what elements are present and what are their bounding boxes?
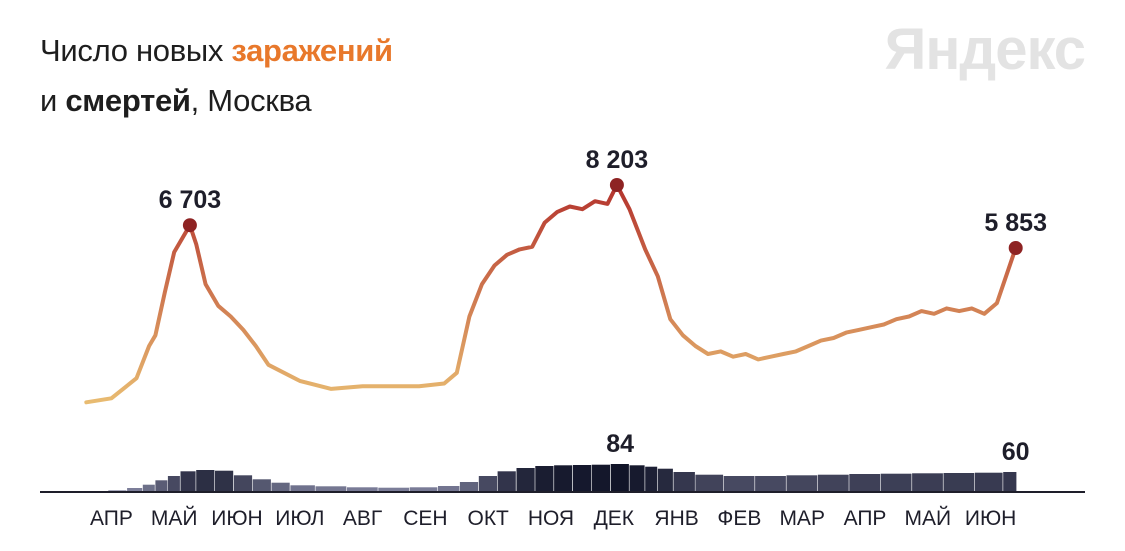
death-bar: [591, 464, 610, 492]
death-bar: [554, 465, 573, 492]
peak-label: 6 703: [159, 186, 222, 214]
peak-label: 5 853: [984, 209, 1047, 237]
death-bar: [786, 475, 818, 492]
death-bar: [645, 466, 658, 492]
peak-marker: [182, 218, 197, 233]
month-label: ИЮН: [965, 507, 1016, 530]
deaths-label: 84: [606, 430, 634, 458]
death-bar: [167, 476, 180, 492]
death-bar: [880, 473, 912, 492]
death-bar: [912, 473, 943, 492]
peak-marker: [1008, 241, 1023, 255]
month-label: АПР: [90, 507, 133, 530]
title-infections-word: заражений: [231, 33, 393, 68]
death-bar: [215, 470, 234, 492]
death-bar: [378, 487, 410, 492]
death-bar: [695, 474, 724, 492]
title-line2-suffix: , Москва: [190, 83, 312, 118]
death-bar: [142, 484, 155, 492]
death-bar: [346, 487, 378, 492]
infections-series: [84, 183, 1018, 405]
title-line-2: и смертей, Москва: [40, 76, 393, 126]
month-label: ИЮЛ: [275, 507, 324, 530]
death-bar: [127, 488, 143, 492]
death-bar: [610, 464, 629, 492]
x-axis-labels: АПР МАЙ ИЮН ИЮЛ АВГ СЕН ОКТ НОЯ ДЕК ЯНВ ФЕВ МАР АПР М…: [90, 506, 1016, 530]
death-bar: [252, 479, 271, 492]
death-bar: [974, 472, 1003, 492]
death-bar: [755, 476, 786, 492]
death-bar: [233, 475, 253, 492]
annotations: 6 703 8 203 5 853 84 60: [159, 146, 1047, 466]
death-bar: [516, 468, 535, 492]
death-bar: [459, 482, 479, 492]
death-bar: [817, 474, 849, 492]
infections-line: [84, 183, 1018, 405]
death-bar: [271, 482, 290, 492]
death-bar: [535, 466, 554, 492]
chart-title: Число новых заражений и смертей, Москва: [40, 26, 393, 126]
death-bar: [673, 472, 695, 492]
death-bar: [657, 468, 673, 492]
month-label: ОКТ: [467, 507, 509, 530]
death-bar: [1003, 472, 1017, 492]
death-bar: [629, 465, 645, 492]
death-bar: [196, 470, 215, 492]
deaths-label: 60: [1002, 438, 1030, 466]
month-label: ФЕВ: [717, 507, 761, 530]
yandex-logo: Яндекс: [884, 17, 1086, 82]
month-label: ДЕК: [594, 507, 635, 530]
peak-marker: [609, 178, 624, 192]
month-label: ЯНВ: [654, 507, 698, 530]
death-bar: [180, 471, 196, 492]
death-bar: [438, 486, 460, 492]
death-bar: [409, 487, 438, 492]
death-bar: [315, 486, 347, 492]
deaths-bars: [89, 464, 1017, 492]
death-bar: [497, 471, 516, 492]
month-label: МАР: [779, 507, 825, 530]
death-bar: [943, 473, 975, 492]
death-bar: [155, 480, 168, 492]
peak-label: 8 203: [586, 146, 649, 174]
death-bar: [290, 485, 315, 492]
death-bar: [478, 476, 497, 492]
title-prefix: Число новых: [40, 33, 232, 68]
title-line-1: Число новых заражений: [40, 26, 393, 76]
month-label: МАЙ: [151, 506, 198, 530]
death-bar: [849, 474, 881, 492]
month-label: АПР: [844, 507, 887, 530]
title-deaths-word: смертей: [65, 83, 191, 118]
death-bar: [573, 465, 592, 492]
month-label: АВГ: [343, 507, 382, 530]
death-bar: [723, 476, 755, 492]
month-label: НОЯ: [528, 507, 574, 530]
month-label: МАЙ: [905, 506, 952, 530]
month-label: СЕН: [403, 507, 447, 530]
title-line2-prefix: и: [40, 83, 66, 118]
month-label: ИЮН: [211, 507, 262, 530]
